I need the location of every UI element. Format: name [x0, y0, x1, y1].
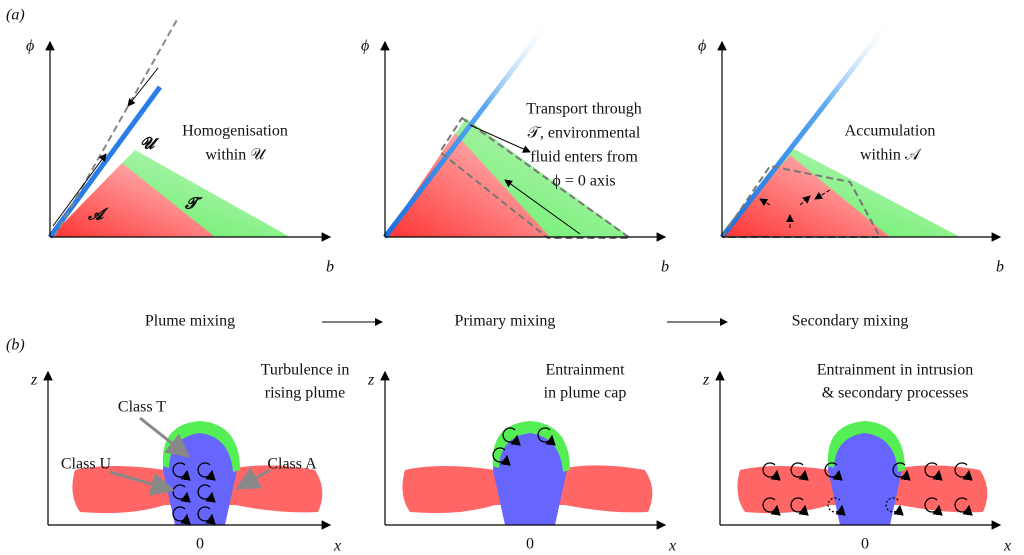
label: 0 — [526, 536, 534, 553]
label: z — [702, 372, 710, 389]
label: 𝒯, environmental — [528, 125, 641, 142]
label: Turbulence in — [261, 362, 350, 379]
label: x — [333, 538, 341, 555]
figure: (a)(b)𝓤𝓣𝓐ϕbHomogenisationwithin 𝒰ϕbTrans… — [0, 0, 1024, 555]
label: Class T — [118, 399, 166, 416]
label: z — [367, 372, 375, 389]
label: Class U — [61, 456, 112, 473]
arrow — [128, 68, 158, 106]
label: Primary mixing — [455, 313, 556, 330]
label: Class A — [267, 456, 317, 473]
label: Secondary mixing — [792, 313, 909, 330]
label: ϕ = 0 axis — [552, 173, 615, 190]
label: 𝓤 — [140, 136, 160, 153]
label: Plume mixing — [145, 313, 235, 330]
label: z — [30, 372, 38, 389]
label: within 𝒜 — [860, 147, 922, 164]
label: x — [1003, 538, 1011, 555]
label: ϕ — [361, 38, 369, 55]
label: within 𝒰 — [205, 147, 267, 164]
label: & secondary processes — [822, 385, 969, 402]
label: Transport through — [526, 101, 641, 118]
label: Entrainment in intrusion — [817, 362, 973, 379]
label: (a) — [6, 7, 25, 24]
label: ϕ — [26, 38, 34, 55]
label: Accumulation — [845, 123, 936, 140]
label: b — [661, 259, 669, 276]
label: b — [326, 259, 334, 276]
label: Homogenisation — [182, 123, 288, 140]
label: 0 — [196, 536, 204, 553]
label: Entrainment — [545, 362, 625, 379]
label: in plume cap — [544, 385, 627, 402]
label: ϕ — [698, 38, 706, 55]
label: x — [668, 538, 676, 555]
label: 0 — [861, 536, 869, 553]
label: rising plume — [265, 385, 345, 402]
label: b — [996, 259, 1004, 276]
label: (b) — [6, 337, 25, 354]
label: fluid enters from — [530, 149, 638, 166]
